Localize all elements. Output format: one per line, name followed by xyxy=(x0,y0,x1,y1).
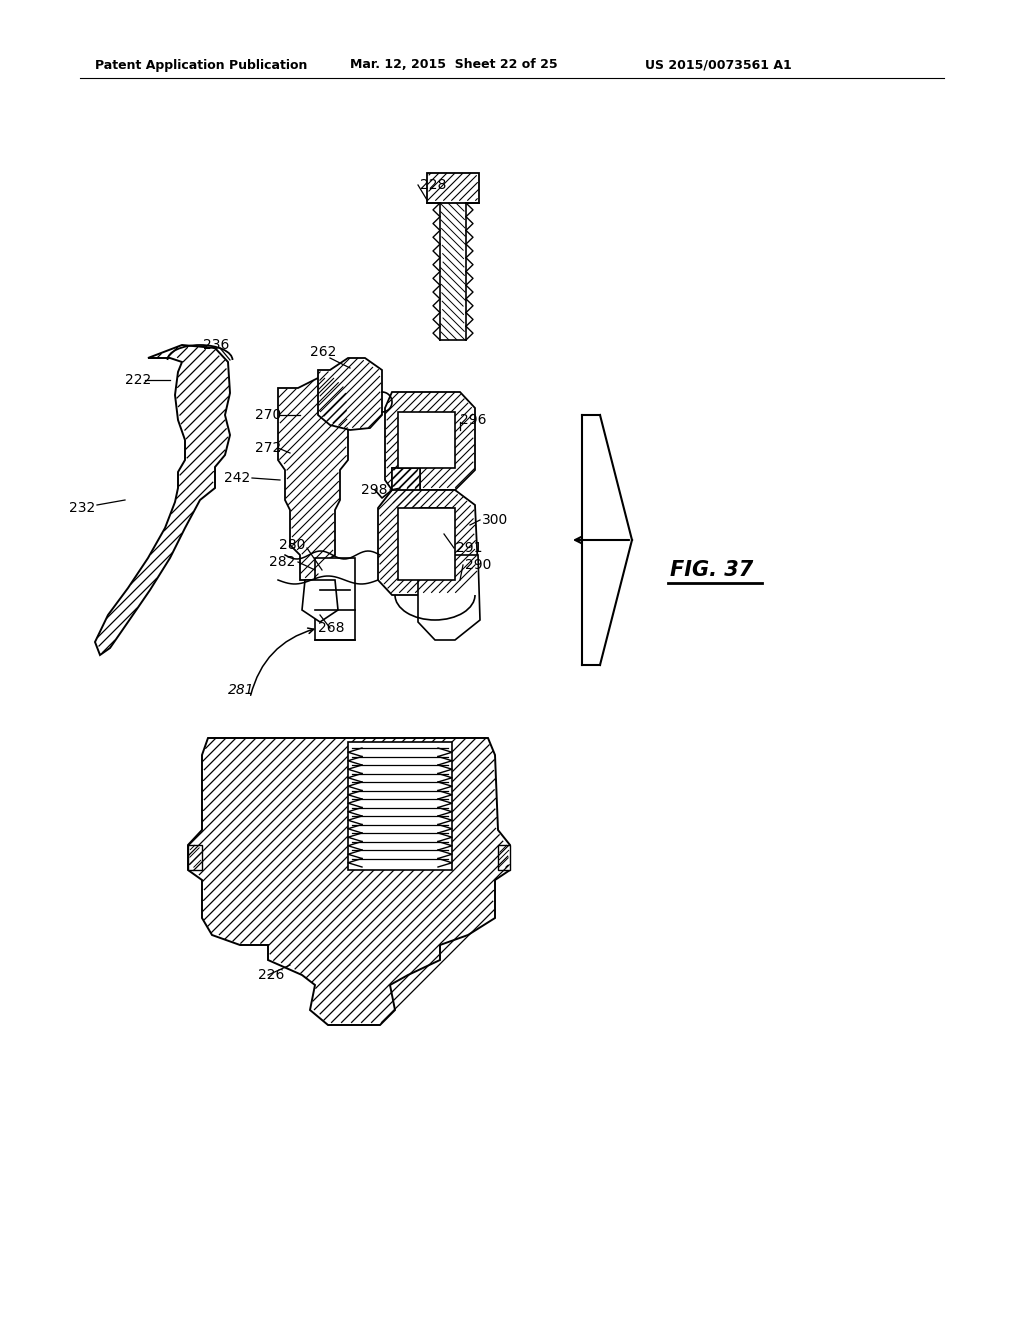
Text: 232: 232 xyxy=(69,502,95,515)
Text: 290: 290 xyxy=(465,558,492,572)
Polygon shape xyxy=(398,508,455,579)
Polygon shape xyxy=(278,378,348,579)
Text: FIG. 37: FIG. 37 xyxy=(670,560,754,579)
Polygon shape xyxy=(315,558,355,640)
Text: 281: 281 xyxy=(228,682,255,697)
Polygon shape xyxy=(420,508,450,560)
Text: 226: 226 xyxy=(258,968,285,982)
Text: 268: 268 xyxy=(318,620,344,635)
Text: 282: 282 xyxy=(268,554,295,569)
Text: Mar. 12, 2015  Sheet 22 of 25: Mar. 12, 2015 Sheet 22 of 25 xyxy=(350,58,558,71)
Text: 236: 236 xyxy=(203,338,229,352)
Polygon shape xyxy=(498,845,510,870)
Polygon shape xyxy=(385,392,475,490)
Text: 291: 291 xyxy=(456,541,482,554)
Text: 298: 298 xyxy=(361,483,388,498)
Text: 280: 280 xyxy=(279,539,305,552)
Polygon shape xyxy=(348,742,452,870)
Polygon shape xyxy=(418,554,480,640)
Polygon shape xyxy=(427,173,479,203)
Text: 272: 272 xyxy=(255,441,282,455)
Polygon shape xyxy=(392,469,420,510)
Text: 300: 300 xyxy=(482,513,508,527)
Text: 222: 222 xyxy=(125,374,152,387)
Polygon shape xyxy=(378,490,478,595)
Polygon shape xyxy=(318,358,382,430)
Text: 228: 228 xyxy=(420,178,446,191)
Text: 262: 262 xyxy=(310,345,336,359)
Text: 296: 296 xyxy=(460,413,486,426)
Text: Patent Application Publication: Patent Application Publication xyxy=(95,58,307,71)
Text: US 2015/0073561 A1: US 2015/0073561 A1 xyxy=(645,58,792,71)
Polygon shape xyxy=(188,738,510,1026)
Polygon shape xyxy=(398,412,455,469)
Polygon shape xyxy=(302,579,338,622)
Polygon shape xyxy=(188,845,202,870)
Polygon shape xyxy=(392,469,420,510)
Polygon shape xyxy=(95,345,230,655)
Text: 242: 242 xyxy=(224,471,250,484)
Text: 270: 270 xyxy=(255,408,282,422)
